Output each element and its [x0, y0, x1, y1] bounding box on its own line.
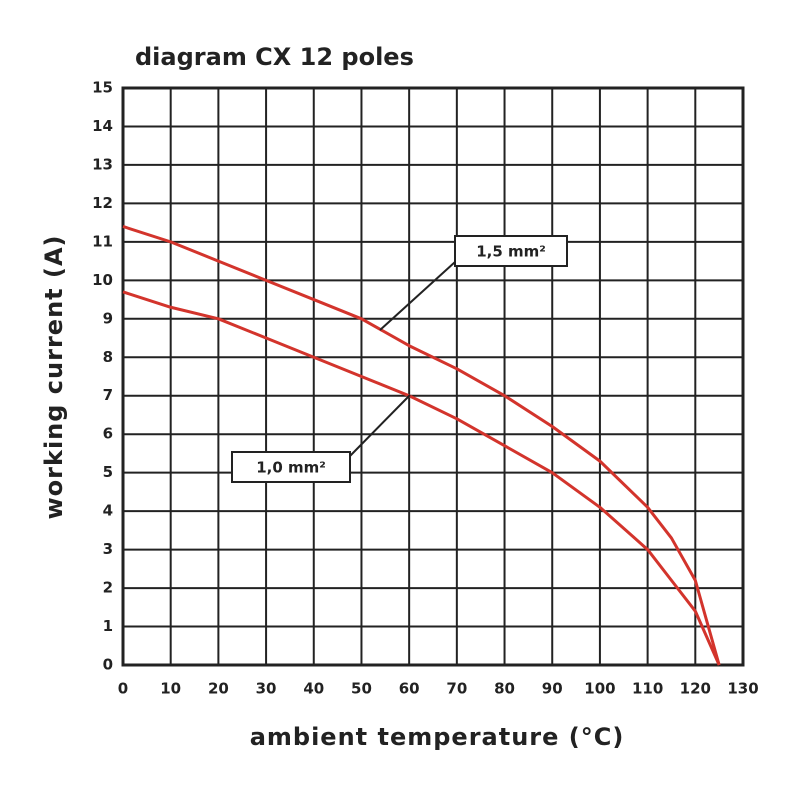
y-tick-label: 4: [103, 502, 113, 520]
y-tick-label: 14: [92, 117, 113, 135]
x-tick-label: 100: [584, 680, 615, 698]
y-tick-label: 8: [103, 348, 113, 366]
y-tick-label: 2: [103, 579, 113, 597]
callout-pointer: [379, 261, 456, 331]
x-tick-label: 0: [118, 680, 128, 698]
y-tick-label: 10: [92, 271, 113, 289]
y-tick-label: 9: [103, 309, 113, 327]
x-axis-label: ambient temperature (°C): [250, 723, 625, 751]
x-tick-label: 80: [494, 680, 515, 698]
x-tick-label: 30: [256, 680, 277, 698]
x-tick-label: 70: [446, 680, 467, 698]
y-tick-label: 7: [103, 386, 113, 404]
x-tick-label: 90: [542, 680, 563, 698]
series-line: [122, 290, 721, 666]
x-tick-label: 10: [160, 680, 181, 698]
callout-pointer: [349, 394, 411, 457]
plot-frame: [121, 86, 745, 667]
y-tick-label: 13: [92, 155, 113, 173]
y-tick-label: 11: [92, 232, 113, 250]
y-tick-label: 0: [103, 656, 113, 674]
y-axis-label: working current (A): [40, 235, 68, 520]
y-tick-label: 1: [103, 617, 113, 635]
callout-box: [231, 451, 351, 483]
y-tick-label: 6: [103, 425, 113, 443]
y-tick-label: 15: [92, 79, 113, 97]
legend-label: 1,0 mm²: [256, 459, 326, 477]
y-tick-label: 3: [103, 540, 113, 558]
x-tick-label: 60: [399, 680, 420, 698]
chart-title: diagram CX 12 poles: [135, 43, 414, 71]
x-tick-label: 110: [632, 680, 663, 698]
series-line: [122, 225, 721, 666]
x-tick-label: 20: [208, 680, 229, 698]
y-tick-label: 5: [103, 463, 113, 481]
callout-box: [454, 235, 568, 267]
y-tick-label: 12: [92, 194, 113, 212]
x-tick-label: 40: [303, 680, 324, 698]
legend-label: 1,5 mm²: [476, 243, 546, 261]
x-tick-label: 130: [727, 680, 758, 698]
x-tick-label: 120: [680, 680, 711, 698]
x-tick-label: 50: [351, 680, 372, 698]
